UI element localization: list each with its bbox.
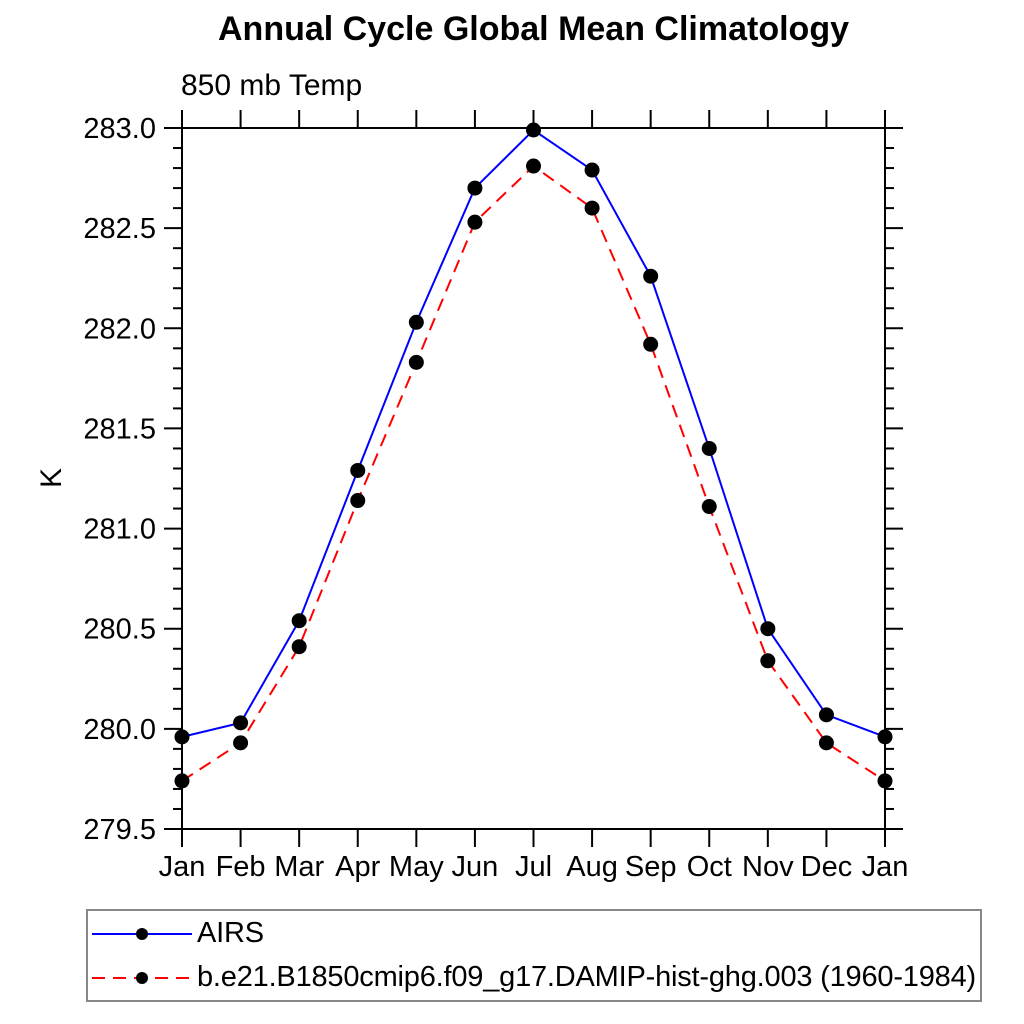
data-point-marker [174,773,190,789]
y-axis-label: K [35,468,68,489]
data-point-marker [818,707,834,723]
x-tick-label: Jan [159,851,206,883]
data-point-marker [584,162,600,178]
x-tick-label: Jan [862,851,909,883]
data-point-marker [408,314,424,330]
series-line-0 [181,128,886,738]
data-point-marker [643,268,659,284]
data-point-marker [818,735,834,751]
y-tick-label: 281.5 [83,413,156,445]
x-tick-label: Sep [625,851,677,883]
x-tick-label: May [389,851,444,883]
data-point-marker [643,336,659,352]
data-point-marker [467,214,483,230]
data-point-marker [291,639,307,655]
data-point-marker [233,735,249,751]
data-point-marker [408,354,424,370]
chart-subtitle: 850 mb Temp [181,69,363,102]
data-point-marker [584,200,600,216]
x-tick-label: Feb [216,851,266,883]
y-tick-label: 283.0 [83,113,156,145]
legend-line-marker-icon [92,971,192,984]
series-markers-0 [174,122,893,745]
y-tick-label: 280.5 [83,614,156,646]
legend-label-airs: AIRS [197,917,264,949]
axes: Jan Feb Mar Apr May Jun Jul Aug Sep Oct Nov Dec Jan2… [83,110,908,883]
data-point-marker [233,715,249,731]
data-point-marker [350,493,366,509]
series-markers-1 [174,158,893,789]
series-line-1 [181,164,886,782]
legend-item-model: b.e21.B1850cmip6.f09_g17.DAMIP-hist-ghg.… [88,956,980,1000]
data-point-marker [350,462,366,478]
y-tick-label: 280.0 [83,714,156,746]
data-point-marker [760,621,776,637]
data-point-marker [760,653,776,669]
x-tick-label: Mar [274,851,324,883]
legend-line-marker-icon [92,927,192,940]
data-point-marker [877,729,893,745]
y-tick-label: 279.5 [83,814,156,846]
legend-label-model: b.e21.B1850cmip6.f09_g17.DAMIP-hist-ghg.… [197,961,976,993]
x-tick-label: Apr [335,851,380,883]
x-tick-label: Jun [452,851,499,883]
chart-title: Annual Cycle Global Mean Climatology [218,10,849,48]
data-point-marker [701,499,717,515]
y-tick-label: 282.5 [83,213,156,245]
x-tick-label: Oct [687,851,732,883]
y-tick-label: 282.0 [83,313,156,345]
x-tick-label: Dec [801,851,853,883]
y-tick-label: 281.0 [83,514,156,546]
data-point-marker [467,180,483,196]
data-point-marker [701,440,717,456]
data-point-marker [291,613,307,629]
legend: AIRS b.e21.B1850cmip6.f09_g17.DAMIP-hist… [86,909,982,1002]
x-tick-label: Nov [742,851,794,883]
data-point-marker [174,729,190,745]
x-tick-label: Jul [515,851,552,883]
data-point-marker [877,773,893,789]
legend-item-airs: AIRS [88,912,980,956]
data-point-marker [526,158,541,174]
x-tick-label: Aug [566,851,618,883]
data-point-marker [526,122,541,138]
